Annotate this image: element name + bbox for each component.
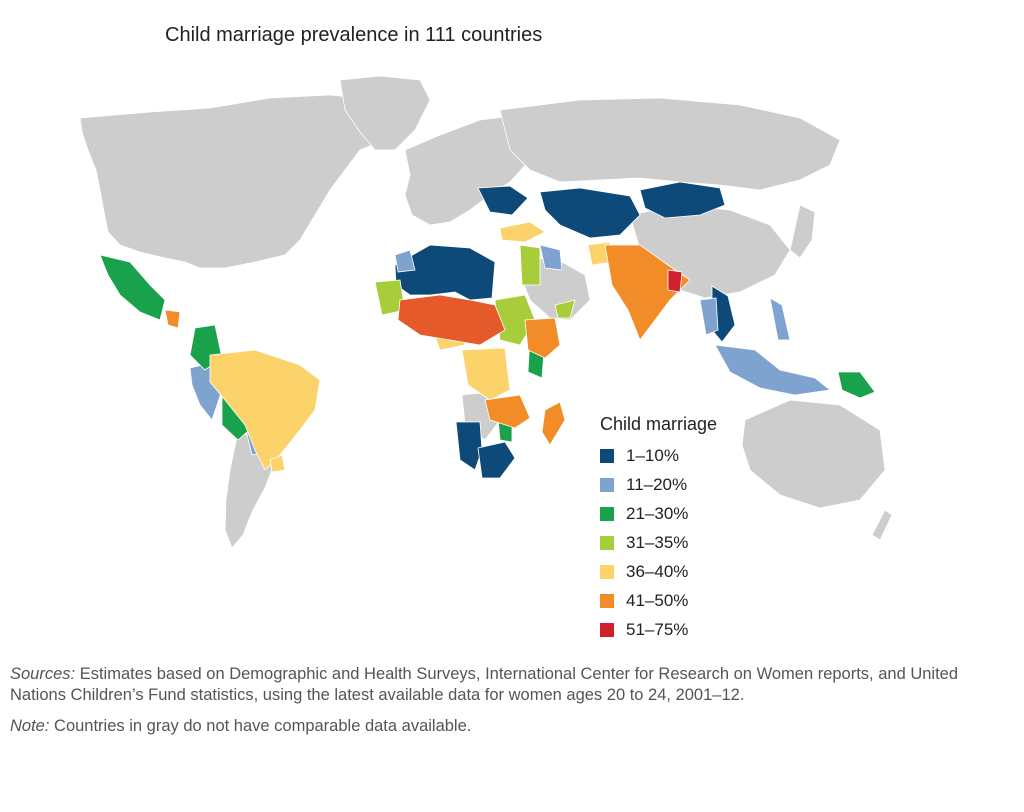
north-asia-landmass <box>499 97 841 191</box>
country-shape <box>99 254 166 321</box>
country-shape <box>837 371 876 399</box>
country-shape <box>714 344 831 396</box>
country-shape <box>484 394 531 429</box>
legend-item: 41–50% <box>600 586 717 615</box>
legend-swatch <box>600 535 614 550</box>
japan-landmass <box>789 204 816 259</box>
legend-item: 1–10% <box>600 441 717 470</box>
map-legend: Child marriage 1–10% 11–20% 21–30% 31–35% 36… <box>600 414 717 644</box>
country-shapes <box>99 181 876 479</box>
legend-item: 51–75% <box>600 615 717 644</box>
country-shape <box>269 454 286 473</box>
no-data-landmasses <box>79 75 893 549</box>
country-shape <box>394 249 416 273</box>
country-shape <box>541 401 566 446</box>
country-shape <box>769 297 791 341</box>
legend-swatch <box>600 506 614 521</box>
legend-label: 36–40% <box>626 561 689 581</box>
data-note: Note: Countries in gray do not have comp… <box>10 716 1010 737</box>
country-shape <box>477 185 529 216</box>
legend-label: 41–50% <box>626 590 689 610</box>
country-shape <box>499 221 546 243</box>
legend-label: 31–35% <box>626 532 689 552</box>
country-shape <box>639 181 726 219</box>
country-shape <box>455 421 483 471</box>
chart-title: Child marriage prevalence in 111 countri… <box>165 24 543 46</box>
note-label: Note: <box>10 717 50 735</box>
country-shape <box>524 317 561 359</box>
legend-item: 11–20% <box>600 470 717 499</box>
sources-text: Estimates based on Demographic and Healt… <box>10 665 959 704</box>
legend-swatch <box>600 622 614 637</box>
sources-label: Sources: <box>10 665 76 683</box>
country-shape <box>539 244 563 271</box>
note-text: Countries in gray do not have comparable… <box>49 717 472 735</box>
legend-items: 1–10% 11–20% 21–30% 31–35% 36–40% 41–50% 51–75… <box>600 441 717 644</box>
legend-swatch <box>600 448 614 463</box>
legend-item: 36–40% <box>600 557 717 586</box>
notes: Sources: Estimates based on Demographic … <box>10 664 1010 747</box>
legend-label: 51–75% <box>626 619 689 639</box>
country-shape <box>209 349 321 471</box>
sources-note: Sources: Estimates based on Demographic … <box>10 664 1010 706</box>
country-shape <box>604 244 691 341</box>
legend-label: 11–20% <box>626 474 688 494</box>
legend-swatch <box>600 564 614 579</box>
new-zealand-landmass <box>871 509 893 541</box>
country-shape <box>461 347 511 401</box>
legend-swatch <box>600 593 614 608</box>
australia-landmass <box>741 399 886 509</box>
legend-item: 31–35% <box>600 528 717 557</box>
country-shape <box>477 441 516 479</box>
legend-item: 21–30% <box>600 499 717 528</box>
country-shape <box>397 294 506 346</box>
greenland-landmass <box>339 75 431 151</box>
country-shape <box>519 244 541 286</box>
country-shape <box>667 269 683 293</box>
legend-swatch <box>600 477 614 492</box>
country-shape <box>554 299 576 319</box>
country-shape <box>539 187 641 239</box>
legend-label: 1–10% <box>626 445 679 465</box>
country-shape <box>699 297 719 336</box>
country-shape <box>164 309 181 329</box>
legend-title: Child marriage <box>600 414 718 434</box>
legend-label: 21–30% <box>626 503 689 523</box>
